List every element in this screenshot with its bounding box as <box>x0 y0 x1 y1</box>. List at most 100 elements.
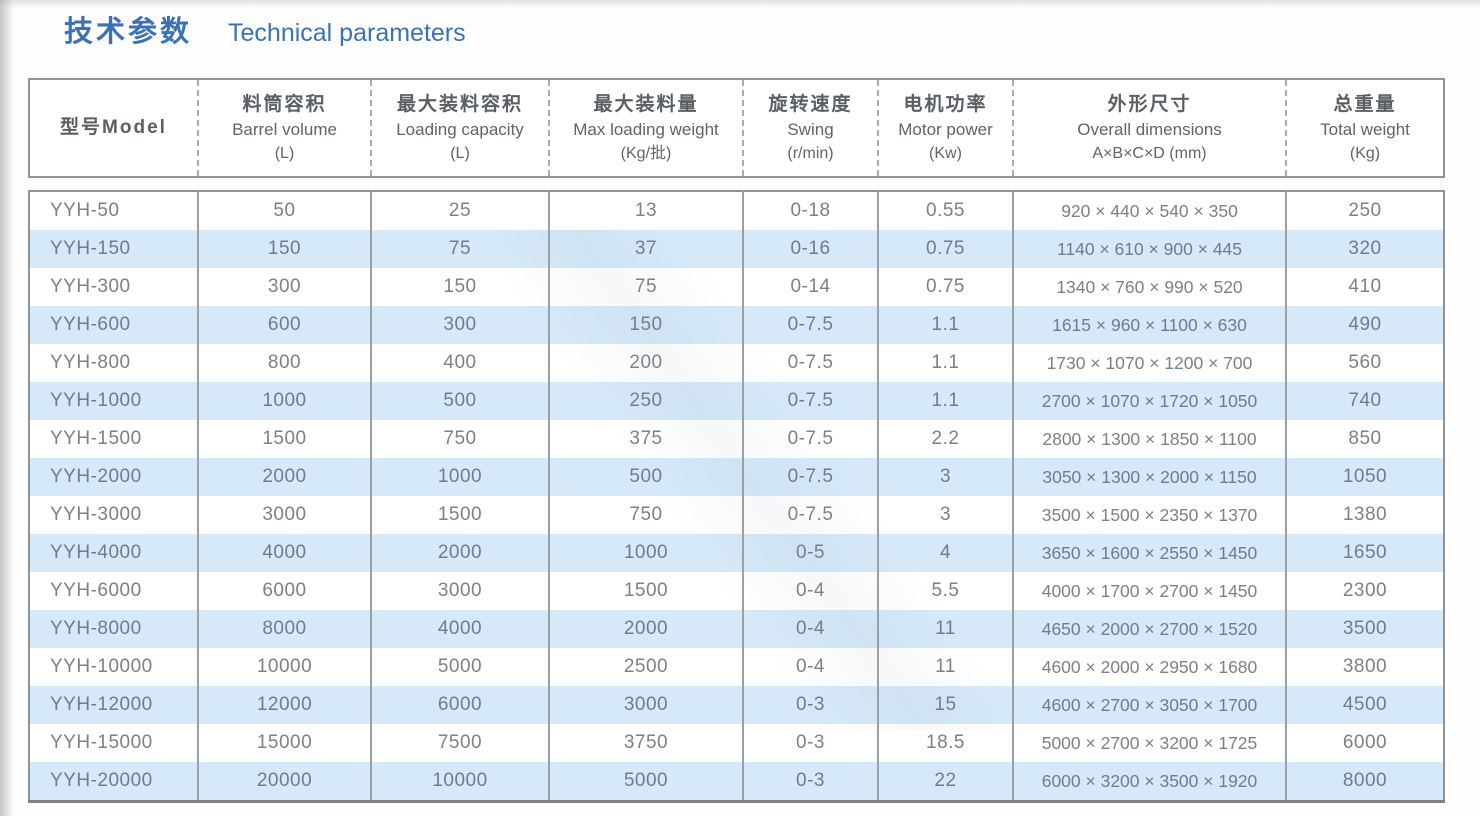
cell-total-weight: 490 <box>1348 314 1382 335</box>
cell-swing: 0-16 <box>743 230 879 268</box>
cell-model: YYH-15000 <box>29 724 199 762</box>
cell-swing: 0-7.5 <box>743 458 879 496</box>
table-row-YYH-1500: YYH-1500 1500 750 375 0-7.5 2.2 2800 × 1300 × … <box>29 420 1444 458</box>
cell-overall-dimensions: 2700 × 1070 × 1720 × 1050 <box>1013 382 1287 420</box>
cell-model: YYH-150 <box>29 230 199 268</box>
column-header-unit: (L) <box>450 144 470 162</box>
cell-model: YYH-800 <box>29 344 199 382</box>
cell-model: YYH-300 <box>29 268 199 306</box>
cell-swing: 0-3 <box>743 686 879 724</box>
column-header-en: Overall dimensions <box>1077 119 1222 139</box>
cell-barrel-volume: 10000 <box>198 648 372 686</box>
table-row-YYH-600: YYH-600 600 300 150 0-7.5 1.1 1615 × 960 × 110… <box>29 306 1444 344</box>
cell-loading-capacity: 2000 <box>371 534 550 572</box>
cell-loading-capacity: 3000 <box>371 572 550 610</box>
column-header-barrel-volume: 料筒容积 Barrel volume (L) <box>198 79 372 177</box>
cell-motor-power: 11 <box>878 648 1014 686</box>
cell-model: YYH-3000 <box>29 496 199 534</box>
cell-max-loading-weight: 375 <box>549 420 744 458</box>
table-row-YYH-15000: YYH-15000 15000 7500 3750 0-3 18.5 5000 × 2700… <box>29 724 1444 762</box>
column-header-total-weight: 总重量 Total weight (Kg) <box>1286 79 1444 177</box>
cell-model: YYH-10000 <box>29 648 199 686</box>
cell-max-loading-weight: 1500 <box>549 572 744 610</box>
cell-barrel-volume: 6000 <box>198 572 372 610</box>
column-header-max-loading-weight: 最大装料量 Max loading weight (Kg/批) <box>549 79 744 177</box>
column-header-zh: 最大装料容积 <box>396 93 523 115</box>
cell-total-weight: 2300 <box>1342 580 1388 601</box>
cell-max-loading-weight: 500 <box>549 458 744 496</box>
cell-total-weight: 320 <box>1348 238 1382 259</box>
cell-total-weight: 8000 <box>1342 770 1388 791</box>
cell-barrel-volume: 20000 <box>198 762 372 802</box>
column-header-zh: 总重量 <box>1333 93 1397 115</box>
cell-loading-capacity: 6000 <box>371 686 550 724</box>
table-row-YYH-150: YYH-150 150 75 37 0-16 0.75 1140 × 610 × 900 ×… <box>29 230 1444 268</box>
cell-model: YYH-1000 <box>29 382 199 420</box>
cell-loading-capacity: 1500 <box>371 496 550 534</box>
cell-motor-power: 11 <box>878 610 1014 648</box>
cell-barrel-volume: 600 <box>198 306 372 344</box>
cell-swing: 0-4 <box>743 648 879 686</box>
cell-model: YYH-8000 <box>29 610 199 648</box>
column-header-overall-dimensions: 外形尺寸 Overall dimensions A×B×C×D (mm) <box>1013 79 1287 177</box>
column-header-model: 型号Model <box>29 79 199 177</box>
cell-max-loading-weight: 150 <box>549 306 744 344</box>
column-header-unit: (r/min) <box>787 144 834 162</box>
cell-model: YYH-20000 <box>29 762 199 802</box>
table-row-YYH-1000: YYH-1000 1000 500 250 0-7.5 1.1 2700 × 1070 × … <box>29 382 1444 420</box>
column-header-unit: (Kg) <box>1349 144 1381 162</box>
column-header-zh: 电机功率 <box>903 93 988 115</box>
cell-overall-dimensions: 1140 × 610 × 900 × 445 <box>1013 230 1287 268</box>
cell-barrel-volume: 1000 <box>198 382 372 420</box>
column-header-en: Barrel volume <box>232 119 337 139</box>
cell-swing: 0-7.5 <box>743 344 879 382</box>
spec-table-header: 型号Model 料筒容积 Barrel volume (L) 最大装料容积 Loading… <box>28 78 1445 178</box>
cell-swing: 0-3 <box>743 762 879 802</box>
cell-max-loading-weight: 200 <box>549 344 744 382</box>
cell-total-weight: 1050 <box>1342 466 1388 487</box>
cell-overall-dimensions: 4600 × 2000 × 2950 × 1680 <box>1013 648 1287 686</box>
column-header-en: Loading capacity <box>396 119 524 139</box>
cell-motor-power: 0.55 <box>878 191 1014 230</box>
cell-loading-capacity: 25 <box>371 191 550 230</box>
cell-motor-power: 22 <box>878 762 1014 802</box>
cell-loading-capacity: 7500 <box>371 724 550 762</box>
cell-barrel-volume: 150 <box>198 230 372 268</box>
cell-loading-capacity: 10000 <box>371 762 550 802</box>
cell-total-weight: 4500 <box>1342 694 1388 715</box>
cell-overall-dimensions: 4000 × 1700 × 2700 × 1450 <box>1013 572 1287 610</box>
cell-total-weight: 1650 <box>1342 542 1388 563</box>
cell-total-weight: 3800 <box>1342 656 1388 677</box>
cell-motor-power: 1.1 <box>878 344 1014 382</box>
page-title: 技术参数 Technical parameters <box>64 8 466 50</box>
cell-model: YYH-50 <box>29 191 199 230</box>
column-header-unit: (Kg/批) <box>620 144 672 162</box>
cell-overall-dimensions: 4650 × 2000 × 2700 × 1520 <box>1013 610 1287 648</box>
page-edge-left-shading <box>0 0 14 816</box>
cell-motor-power: 5.5 <box>878 572 1014 610</box>
cell-swing: 0-7.5 <box>743 306 879 344</box>
cell-swing: 0-7.5 <box>743 382 879 420</box>
cell-max-loading-weight: 13 <box>549 191 744 230</box>
cell-motor-power: 2.2 <box>878 420 1014 458</box>
cell-total-weight: 1380 <box>1342 504 1388 525</box>
cell-barrel-volume: 4000 <box>198 534 372 572</box>
column-header-unit: (L) <box>274 144 295 162</box>
column-header-zh: 旋转速度 <box>768 93 853 115</box>
cell-max-loading-weight: 750 <box>549 496 744 534</box>
cell-loading-capacity: 1000 <box>371 458 550 496</box>
cell-motor-power: 0.75 <box>878 230 1014 268</box>
cell-swing: 0-18 <box>743 191 879 230</box>
cell-barrel-volume: 2000 <box>198 458 372 496</box>
cell-overall-dimensions: 5000 × 2700 × 3200 × 1725 <box>1013 724 1287 762</box>
cell-max-loading-weight: 5000 <box>549 762 744 802</box>
table-row-YYH-8000: YYH-8000 8000 4000 2000 0-4 11 4650 × 2000 × 2… <box>29 610 1444 648</box>
cell-swing: 0-14 <box>743 268 879 306</box>
cell-barrel-volume: 15000 <box>198 724 372 762</box>
cell-overall-dimensions: 3650 × 1600 × 2550 × 1450 <box>1013 534 1287 572</box>
cell-max-loading-weight: 3000 <box>549 686 744 724</box>
cell-total-weight: 250 <box>1348 200 1382 221</box>
cell-barrel-volume: 3000 <box>198 496 372 534</box>
cell-loading-capacity: 4000 <box>371 610 550 648</box>
